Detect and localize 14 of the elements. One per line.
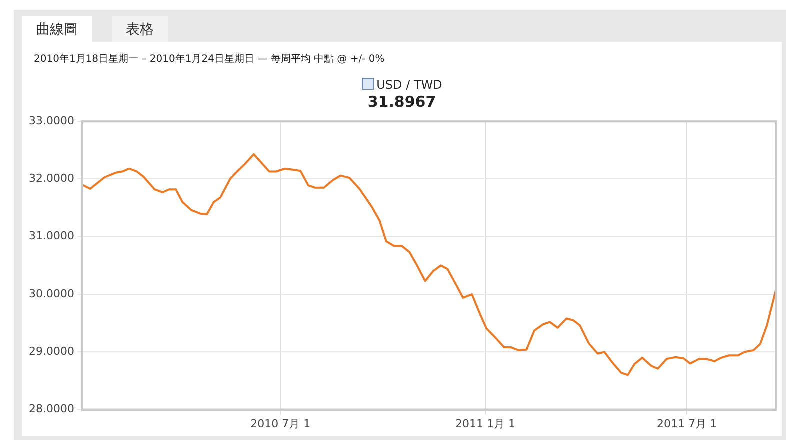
text: USD / TWD [376,78,442,92]
chart-subtitle: 2010年1月18日星期一 – 2010年1月24日星期日 — 每周平均 中點 @ +/- 0% [34,52,385,66]
x-tick-label: 2011 1月 1 [455,417,516,430]
y-tick-label: 33.0000 [28,114,74,128]
text: 曲線圖 [22,16,92,42]
y-tick-label: 29.0000 [28,345,74,358]
y-tick-label: 31.0000 [28,230,74,243]
x-tick-label: 2010 7月 1 [250,417,311,430]
x-tick-label: 2011 7月 1 [656,417,717,430]
text: 表格 [112,16,168,42]
y-tick-label: 30.0000 [28,287,74,300]
text: 31.8967 [366,93,438,111]
y-tick-label: 28.0000 [28,402,74,416]
y-tick-label: 32.0000 [28,172,74,186]
